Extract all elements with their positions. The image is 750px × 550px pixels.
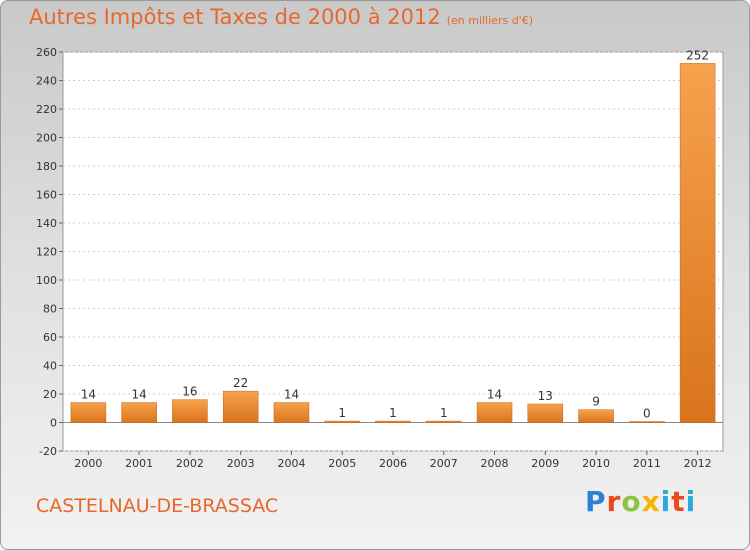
proxiti-logo: Proxiti [585, 485, 696, 518]
y-tick-label: 220 [36, 103, 57, 116]
bar [527, 403, 564, 423]
x-tick-label: 2002 [176, 457, 204, 470]
y-tick-label: 40 [43, 360, 57, 373]
bar-value-label: 9 [592, 395, 600, 409]
bar [222, 390, 259, 423]
y-tick-label: 180 [36, 160, 57, 173]
bar [273, 402, 310, 423]
logo-letter: i [660, 485, 672, 518]
y-tick-label: -20 [39, 445, 57, 458]
bar [375, 420, 411, 423]
x-tick-label: 2003 [227, 457, 255, 470]
x-tick-label: 2009 [531, 457, 559, 470]
chart-title-text: Autres Impôts et Taxes de 2000 à 2012 [29, 5, 441, 29]
bar-value-label: 14 [487, 388, 502, 402]
y-tick-label: 80 [43, 303, 57, 316]
x-tick-label: 2008 [481, 457, 509, 470]
y-tick-label: 240 [36, 75, 57, 88]
bar-value-label: 0 [643, 407, 651, 421]
x-tick-label: 2006 [379, 457, 407, 470]
y-tick-label: 160 [36, 189, 57, 202]
bar [121, 402, 157, 423]
place-name: CASTELNAU-DE-BRASSAC [36, 495, 279, 517]
x-tick-label: 2010 [582, 457, 610, 470]
bar-value-label: 14 [132, 388, 147, 402]
bar [578, 409, 614, 423]
bar-value-label: 1 [440, 406, 448, 420]
logo-letter: i [685, 485, 697, 518]
chart-subtitle: (en milliers d'€) [446, 14, 533, 27]
bar [172, 399, 208, 423]
y-tick-label: 60 [43, 331, 57, 344]
bar-value-label: 13 [538, 389, 553, 403]
x-tick-label: 2005 [328, 457, 356, 470]
logo-letter: P [585, 485, 607, 518]
y-tick-label: 0 [50, 417, 57, 430]
bar [679, 63, 716, 423]
logo-letter: o [621, 485, 642, 518]
x-tick-label: 2012 [684, 457, 712, 470]
bar [426, 420, 462, 423]
x-tick-label: 2011 [633, 457, 661, 470]
bar-value-label: 16 [182, 385, 197, 399]
x-tick-label: 2000 [74, 457, 102, 470]
bar-value-label: 252 [686, 48, 709, 62]
y-tick-label: 200 [36, 132, 57, 145]
bar-value-label: 1 [389, 406, 397, 420]
x-tick-label: 2001 [125, 457, 153, 470]
logo-letter: x [641, 485, 661, 518]
x-tick-label: 2004 [277, 457, 305, 470]
bar-value-label: 14 [284, 388, 299, 402]
y-tick-label: 100 [36, 274, 57, 287]
bar-value-label: 14 [81, 388, 96, 402]
chart-title: Autres Impôts et Taxes de 2000 à 2012 (en… [29, 5, 533, 29]
logo-letter: t [671, 485, 686, 518]
y-tick-label: 20 [43, 388, 57, 401]
bar [70, 402, 107, 423]
bar-value-label: 22 [233, 376, 248, 390]
x-tick-label: 2007 [430, 457, 458, 470]
bar [629, 421, 665, 423]
bar-value-label: 1 [338, 406, 346, 420]
y-tick-label: 120 [36, 246, 57, 259]
bar [324, 420, 360, 423]
y-tick-label: 140 [36, 217, 57, 230]
bar [476, 402, 513, 423]
y-tick-label: 260 [36, 46, 57, 59]
logo-letter: r [606, 485, 622, 518]
